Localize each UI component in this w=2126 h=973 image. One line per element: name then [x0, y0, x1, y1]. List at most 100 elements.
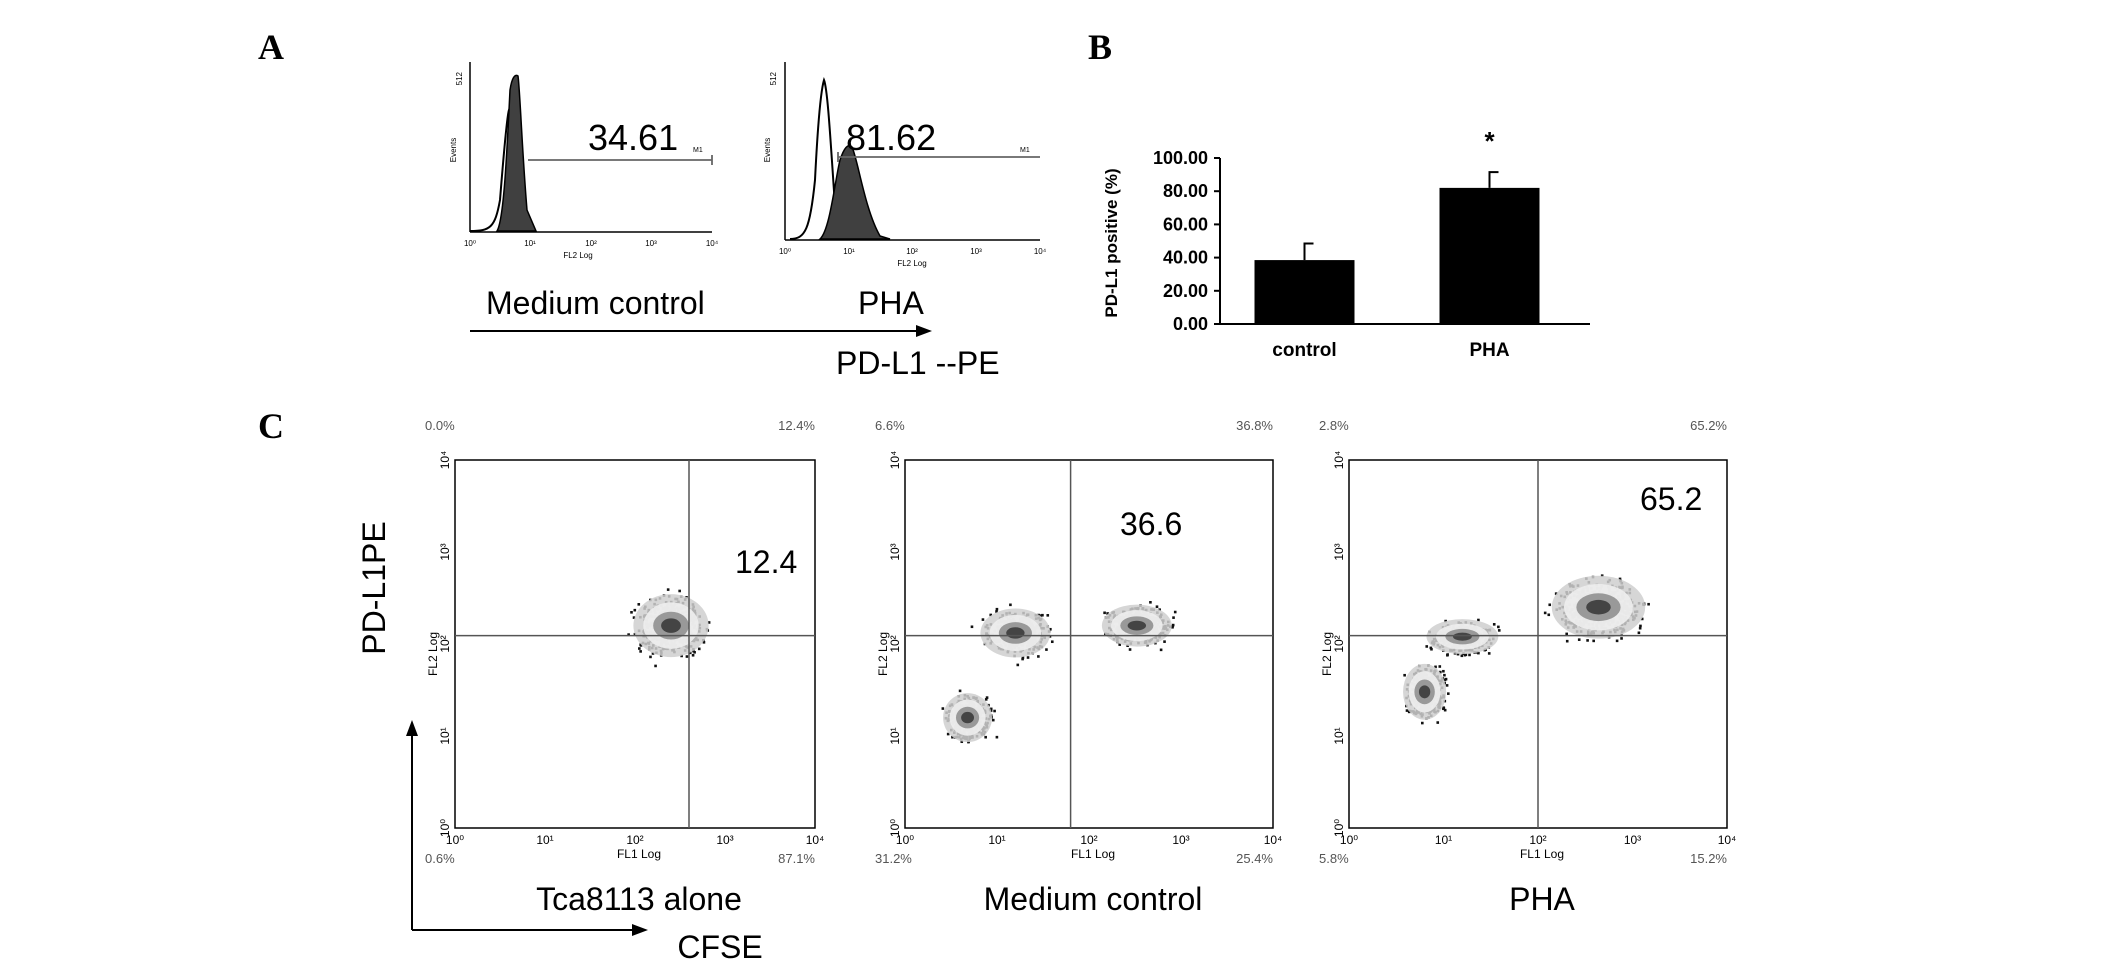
event-dot: [941, 707, 945, 710]
event-dot: [707, 621, 711, 624]
x-tick-label: 10⁴: [1264, 833, 1283, 847]
event-dot: [946, 732, 950, 736]
event-dot: [1443, 678, 1447, 682]
event-dot: [649, 655, 652, 659]
bar-chart-ytick-label: 40.00: [1163, 248, 1208, 268]
hist-left-xtick-0: 10⁰: [464, 239, 476, 248]
fl2-log-label: FL2 Log: [876, 632, 890, 676]
hist-left-xtick-3: 10³: [645, 239, 657, 248]
dot-plot-frame: [904, 459, 1274, 829]
quadrant-ur-pct: 36.8%: [1236, 418, 1273, 433]
bar-chart-ylabel: PD-L1 positive (%): [1102, 168, 1121, 317]
panel-c-label: C: [258, 406, 284, 446]
event-dot: [693, 650, 696, 654]
hist-left-value: 34.61: [588, 117, 678, 158]
event-dot: [970, 625, 974, 629]
event-dot: [1021, 656, 1025, 659]
hist-right-xtick-0: 10⁰: [779, 247, 791, 256]
dot-plot-caption: PHA: [1509, 881, 1575, 917]
event-dot: [1439, 670, 1442, 674]
event-dot: [691, 653, 695, 657]
quadrant-ur-pct: 65.2%: [1690, 418, 1727, 433]
hist-left-xtick-4: 10⁴: [706, 239, 719, 248]
x-tick-label: 10³: [1624, 833, 1641, 847]
fl2-log-label: FL2 Log: [1320, 632, 1334, 676]
event-dot: [654, 664, 657, 668]
quadrant-value: 12.4: [735, 544, 797, 580]
cell-population-cluster: [1425, 618, 1501, 658]
event-dot: [1021, 657, 1024, 661]
event-dot: [1442, 669, 1445, 673]
significance-asterisk: *: [1484, 126, 1495, 156]
event-dot: [1045, 648, 1048, 651]
density-level-peak: [1586, 599, 1611, 615]
quadrant-lr-pct: 15.2%: [1690, 851, 1727, 866]
event-dot: [1600, 574, 1604, 577]
y-tick-label: 10³: [1332, 543, 1346, 560]
quadrant-ll-pct: 0.6%: [425, 851, 455, 866]
event-dot: [1016, 663, 1020, 667]
event-dot: [989, 613, 993, 617]
bar-chart-xtick-label: PHA: [1469, 340, 1509, 361]
hist-right-gate-label: M1: [1020, 147, 1030, 154]
event-dot: [995, 735, 999, 739]
x-tick-label: 10²: [626, 833, 643, 847]
event-dot: [1436, 721, 1440, 724]
event-dot: [1405, 709, 1409, 712]
hist-left-xtick-2: 10²: [585, 239, 597, 248]
panel-a-label: A: [258, 27, 284, 67]
dot-plot-caption: Tca8113 alone: [536, 881, 742, 917]
fl2-log-label: FL2 Log: [426, 632, 440, 676]
x-tick-label: 10²: [1080, 833, 1097, 847]
event-dot: [1172, 616, 1175, 619]
event-dot: [1468, 653, 1471, 657]
hist-left-gate-label: M1: [693, 147, 703, 154]
hist-left-xlabel: FL2 Log: [563, 251, 592, 260]
y-tick-label: 10¹: [438, 727, 452, 744]
hist-left-xtick-1: 10¹: [524, 239, 536, 248]
event-dot: [1637, 631, 1641, 635]
caption-pha: PHA: [858, 285, 924, 321]
y-tick-label: 10⁰: [1332, 819, 1346, 837]
event-dot: [1049, 627, 1052, 631]
cell-population-cluster: [941, 689, 999, 744]
event-dot: [1163, 640, 1166, 643]
event-dot: [1446, 692, 1450, 695]
hist-right-xtick-4: 10⁴: [1034, 247, 1047, 256]
event-dot: [1171, 623, 1175, 627]
event-dot: [1403, 673, 1406, 677]
event-dot: [1497, 625, 1500, 629]
event-dot: [985, 696, 989, 699]
y-tick-label: 10⁴: [1332, 451, 1346, 470]
hist-right-ylabel: Events: [763, 138, 772, 162]
event-dot: [981, 618, 985, 621]
event-dot: [1158, 608, 1161, 611]
event-dot: [1149, 601, 1152, 604]
event-dot: [1026, 656, 1030, 659]
hist-left-filled-curve: [495, 74, 538, 232]
y-tick-label: 10⁴: [438, 451, 452, 470]
histogram-pha: 81.62 M1 512 Events 10⁰ 10¹ 10² 10³ 10⁴ …: [763, 62, 1047, 268]
event-dot: [702, 641, 706, 644]
event-dot: [1444, 619, 1447, 623]
bar-chart-ytick-label: 0.00: [1173, 314, 1208, 334]
event-dot: [1477, 651, 1480, 655]
event-dot: [1592, 639, 1595, 643]
event-dot: [995, 610, 998, 613]
event-dot: [1434, 665, 1437, 669]
quadrant-ul-pct: 0.0%: [425, 418, 455, 433]
density-level-peak: [1127, 620, 1147, 631]
hist-right-xtick-2: 10²: [906, 247, 918, 256]
x-tick-label: 10¹: [1435, 833, 1452, 847]
quadrant-ur-pct: 12.4%: [778, 418, 815, 433]
y-tick-label: 10²: [438, 635, 452, 652]
pdl1-pe-label: PD-L1 --PE: [836, 345, 1000, 381]
event-dot: [1442, 706, 1446, 710]
x-tick-label: 10⁴: [1718, 833, 1737, 847]
event-dot: [688, 651, 692, 655]
y-tick-label: 10¹: [1332, 727, 1346, 744]
y-tick-label: 10²: [1332, 635, 1346, 652]
event-dot: [1460, 654, 1464, 658]
density-level-peak: [1006, 627, 1025, 639]
quadrant-lr-pct: 87.1%: [778, 851, 815, 866]
